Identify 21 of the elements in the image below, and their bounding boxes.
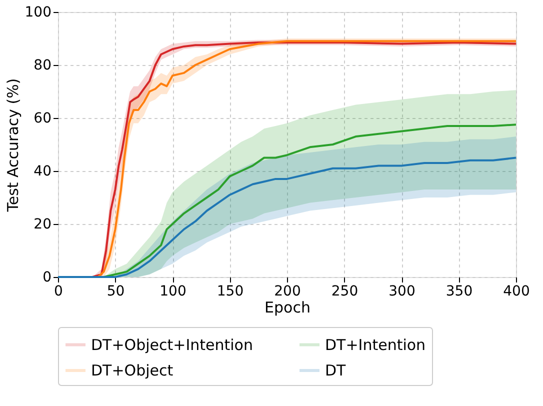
y-tick-label: 40 [34,164,52,180]
x-axis-title: Epoch [264,298,310,316]
y-axis-title: Test Accuracy (%) [4,78,22,213]
x-tick-label: 300 [388,284,416,300]
y-tick-label: 100 [24,4,52,20]
x-tick-label: 100 [160,284,186,300]
y-tick-label: 0 [42,270,52,286]
y-tick-label: 80 [34,58,52,74]
x-tick-label: 250 [331,284,358,300]
y-tick-label: 20 [34,216,52,232]
x-tick-label: 350 [446,284,473,300]
x-tick-label: 200 [274,284,301,300]
x-tick-label: 150 [216,284,244,300]
legend-label: DT+Object [91,362,174,380]
x-tick-label: 50 [106,284,125,300]
y-tick-label: 60 [34,110,52,126]
legend-label: DT+Object+Intention [91,336,253,354]
x-tick-label: 400 [503,284,530,300]
x-tick-label: 0 [54,284,63,300]
legend-label: DT+Intention [325,336,426,354]
legend-label: DT [325,362,347,380]
